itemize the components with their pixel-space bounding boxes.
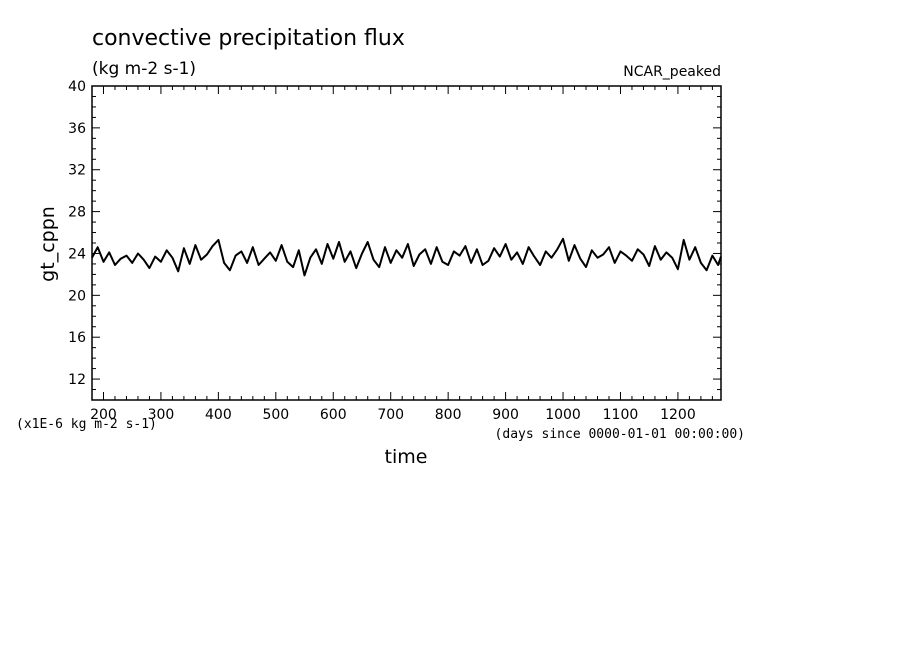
x-tick-label: 1100 <box>603 407 639 423</box>
chart-title: convective precipitation flux <box>92 26 405 51</box>
x-tick-label: 400 <box>205 407 232 423</box>
y-tick-label: 24 <box>68 246 86 262</box>
chart-subtitle: (kg m-2 s-1) <box>92 59 196 79</box>
y-axis-label: gt_cppn <box>37 206 59 282</box>
plot-series <box>91 237 722 277</box>
x-tick-label: 500 <box>262 407 289 423</box>
y-tick-label: 16 <box>68 330 86 346</box>
y-tick-label: 32 <box>68 163 86 179</box>
x-tick-label: 900 <box>492 407 519 423</box>
x-tick-label: 200 <box>90 407 117 423</box>
y-tick-label: 12 <box>68 372 86 388</box>
x-units-note: (days since 0000-01-01 00:00:00) <box>495 427 745 442</box>
y-tick-label: 40 <box>68 79 86 95</box>
chart-annotation-right: NCAR_peaked <box>623 64 721 80</box>
series-line-0 <box>91 237 722 277</box>
x-tick-label: 800 <box>435 407 462 423</box>
x-tick-label: 300 <box>148 407 175 423</box>
x-tick-label: 1200 <box>660 407 696 423</box>
x-tick-label: 600 <box>320 407 347 423</box>
x-axis-label: time <box>385 446 428 468</box>
x-tick-label: 700 <box>377 407 404 423</box>
plot-ticks <box>91 85 721 400</box>
y-scale-note: (x1E-6 kg m-2 s-1) <box>16 417 157 432</box>
plot-frame <box>91 85 722 401</box>
y-tick-label: 20 <box>68 288 86 304</box>
x-tick-label: 1000 <box>545 407 581 423</box>
y-tick-label: 36 <box>68 121 86 137</box>
plot-tick-labels: 200 300 400 500 600 700 800 900 1000 1100 1200 12 16… <box>68 79 696 423</box>
y-tick-label: 28 <box>68 205 86 221</box>
